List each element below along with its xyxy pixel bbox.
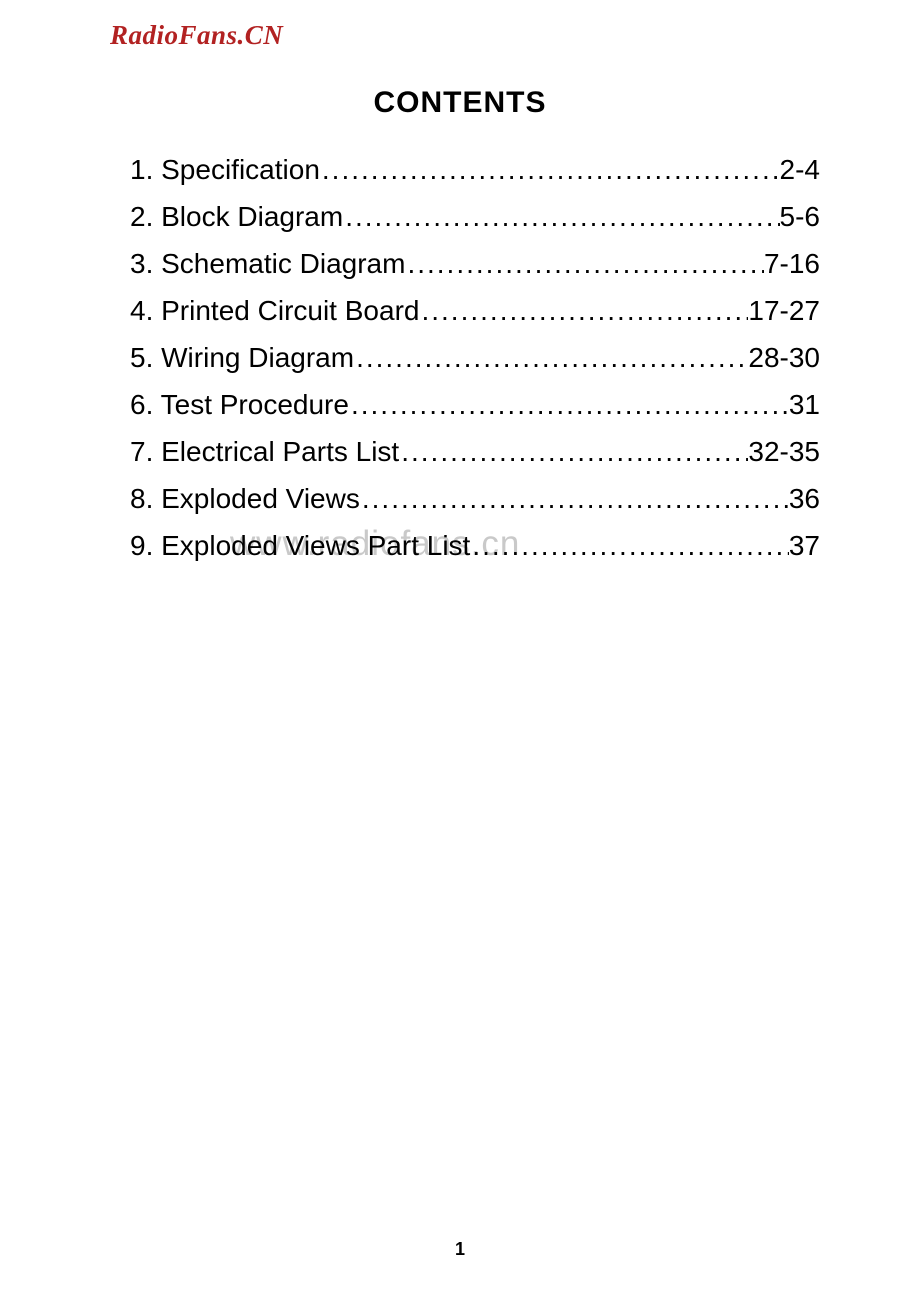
toc-row: 6. Test Procedure ......................… bbox=[130, 391, 820, 419]
toc-leader-dots: ........................................… bbox=[354, 344, 748, 372]
toc-leader-dots: ........................................… bbox=[320, 156, 780, 184]
toc-page: 17-27 bbox=[748, 297, 820, 325]
table-of-contents: 1. Specification .......................… bbox=[130, 156, 820, 579]
toc-leader-dots: ........................................… bbox=[470, 532, 789, 560]
toc-page: 7-16 bbox=[764, 250, 820, 278]
toc-row: 7. Electrical Parts List ...............… bbox=[130, 438, 820, 466]
contents-title: CONTENTS bbox=[0, 86, 920, 120]
toc-page: 5-6 bbox=[780, 203, 820, 231]
toc-label: 7. Electrical Parts List bbox=[130, 438, 399, 466]
toc-row: 8. Exploded Views ......................… bbox=[130, 485, 820, 513]
toc-row: 4. Printed Circuit Board ...............… bbox=[130, 297, 820, 325]
toc-leader-dots: ........................................… bbox=[343, 203, 779, 231]
toc-row: 3. Schematic Diagram ...................… bbox=[130, 250, 820, 278]
toc-page: 31 bbox=[789, 391, 820, 419]
toc-page: 36 bbox=[789, 485, 820, 513]
document-page: RadioFans.CN CONTENTS www.radiofans.cn 1… bbox=[0, 0, 920, 1302]
toc-leader-dots: ........................................… bbox=[360, 485, 789, 513]
toc-row: 5. Wiring Diagram ......................… bbox=[130, 344, 820, 372]
header-watermark-text: RadioFans.CN bbox=[110, 20, 283, 51]
toc-label: 9. Exploded Views Part List bbox=[130, 532, 470, 560]
toc-row: 1. Specification .......................… bbox=[130, 156, 820, 184]
toc-label: 8. Exploded Views bbox=[130, 485, 360, 513]
toc-label: 1. Specification bbox=[130, 156, 320, 184]
toc-leader-dots: ........................................… bbox=[349, 391, 789, 419]
toc-page: 2-4 bbox=[780, 156, 820, 184]
toc-row: 2. Block Diagram .......................… bbox=[130, 203, 820, 231]
toc-leader-dots: ........................................… bbox=[405, 250, 764, 278]
toc-label: 3. Schematic Diagram bbox=[130, 250, 405, 278]
toc-label: 5. Wiring Diagram bbox=[130, 344, 354, 372]
toc-page: 37 bbox=[789, 532, 820, 560]
toc-page: 32-35 bbox=[748, 438, 820, 466]
toc-leader-dots: ........................................… bbox=[399, 438, 748, 466]
toc-label: 6. Test Procedure bbox=[130, 391, 349, 419]
toc-label: 2. Block Diagram bbox=[130, 203, 343, 231]
toc-leader-dots: ........................................… bbox=[419, 297, 748, 325]
page-number: 1 bbox=[0, 1239, 920, 1260]
toc-label: 4. Printed Circuit Board bbox=[130, 297, 419, 325]
toc-row: 9. Exploded Views Part List ............… bbox=[130, 532, 820, 560]
toc-page: 28-30 bbox=[748, 344, 820, 372]
